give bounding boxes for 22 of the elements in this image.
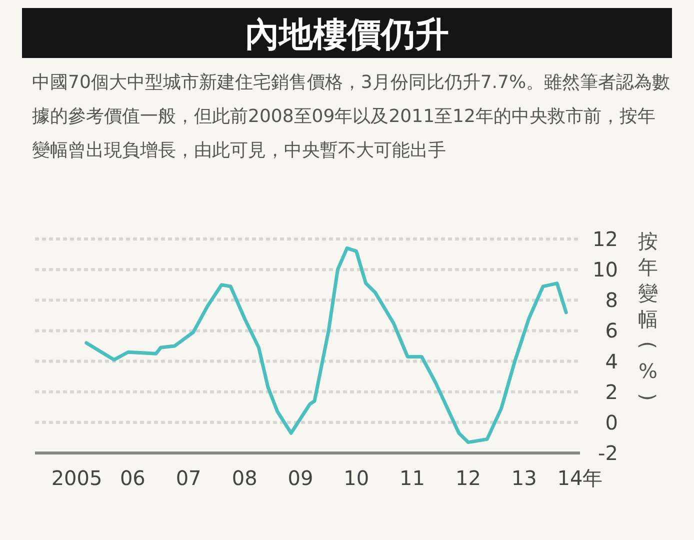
x-tick-label: 11 [399, 466, 425, 490]
y-tick-label: 12 [592, 227, 618, 251]
x-tick-label: 12 [456, 466, 481, 490]
x-tick-label: 09 [288, 466, 314, 490]
x-tick-label: 2005 [51, 466, 102, 490]
y-tick-label: 4 [605, 349, 618, 374]
x-tick-label: 10 [344, 466, 370, 490]
chart-title: 內地樓價仍升 [245, 15, 449, 55]
x-tick-label: 13 [511, 466, 537, 490]
y-tick-label: 10 [592, 258, 618, 282]
y-axis-title: 按年變幅(%) [636, 229, 660, 401]
y-tick-label: -2 [598, 441, 618, 465]
x-tick-label: 06 [120, 466, 146, 490]
x-tick-label: 08 [232, 466, 258, 490]
y-tick-label: 8 [605, 288, 618, 312]
chart-subtitle: 中國70個大中型城市新建住宅銷售價格，3月份同比仍升7.7%。雖然筆者認為數據的參考價值一般，但此前2008至09年以及2011至12年的中央救市前，按年變幅曾出現負增長，由此可見，中央暫不大可能出手 [32, 72, 670, 161]
line-series [84, 246, 568, 444]
y-tick-label: 0 [605, 410, 618, 434]
y-tick-label: 2 [605, 380, 618, 404]
x-tick-label: 07 [176, 466, 202, 490]
y-tick-label: 6 [605, 318, 618, 343]
x-tick-label: 14年 [557, 466, 603, 490]
